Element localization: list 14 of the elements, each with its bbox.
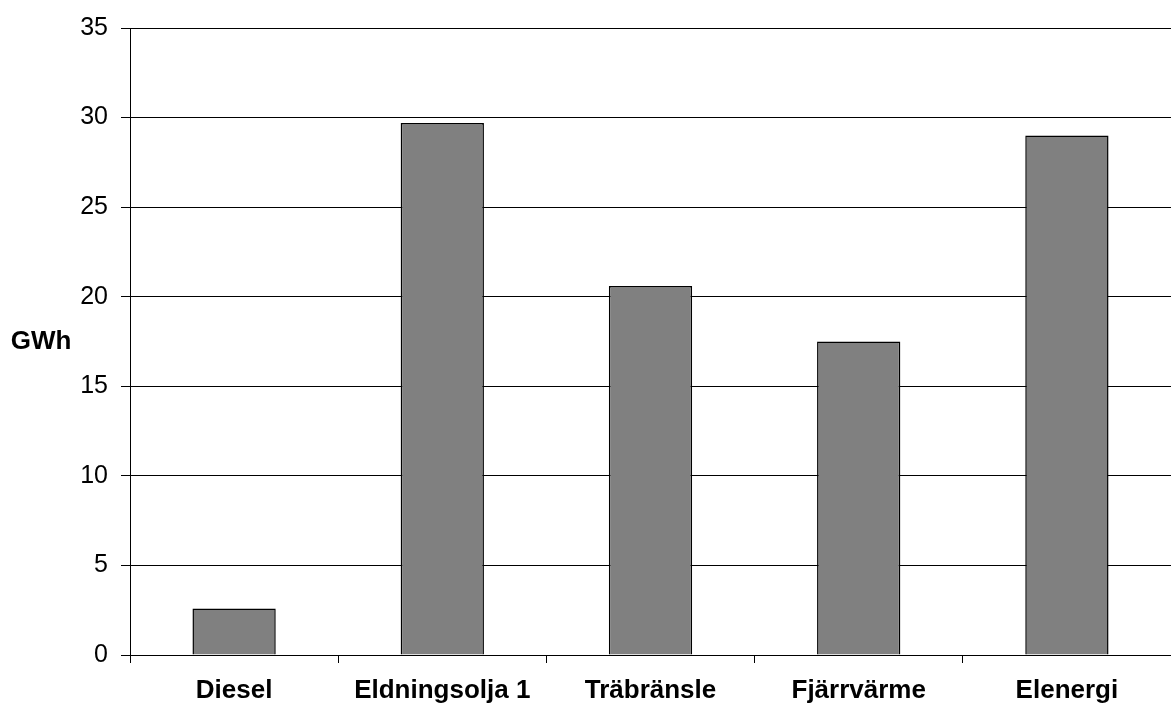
x-tick-label: Fjärrvärme xyxy=(791,673,926,704)
x-tick-label: Eldningsolja 1 xyxy=(354,673,531,704)
y-tick-label: 30 xyxy=(80,101,108,130)
y-tick-label: 5 xyxy=(94,549,108,578)
y-tick-label: 25 xyxy=(80,191,108,220)
y-axis-title: GWh xyxy=(10,324,72,355)
y-tick-label: 10 xyxy=(80,459,108,488)
x-tick-label: Träbränsle xyxy=(584,673,717,704)
y-tick-label: 15 xyxy=(80,370,108,399)
y-tick-label: 0 xyxy=(94,638,108,667)
x-tick-label: Diesel xyxy=(195,673,273,704)
y-tick-label: 35 xyxy=(80,11,108,40)
y-tick-label: 20 xyxy=(80,280,108,309)
x-tick-label: Elenergi xyxy=(1015,673,1119,704)
